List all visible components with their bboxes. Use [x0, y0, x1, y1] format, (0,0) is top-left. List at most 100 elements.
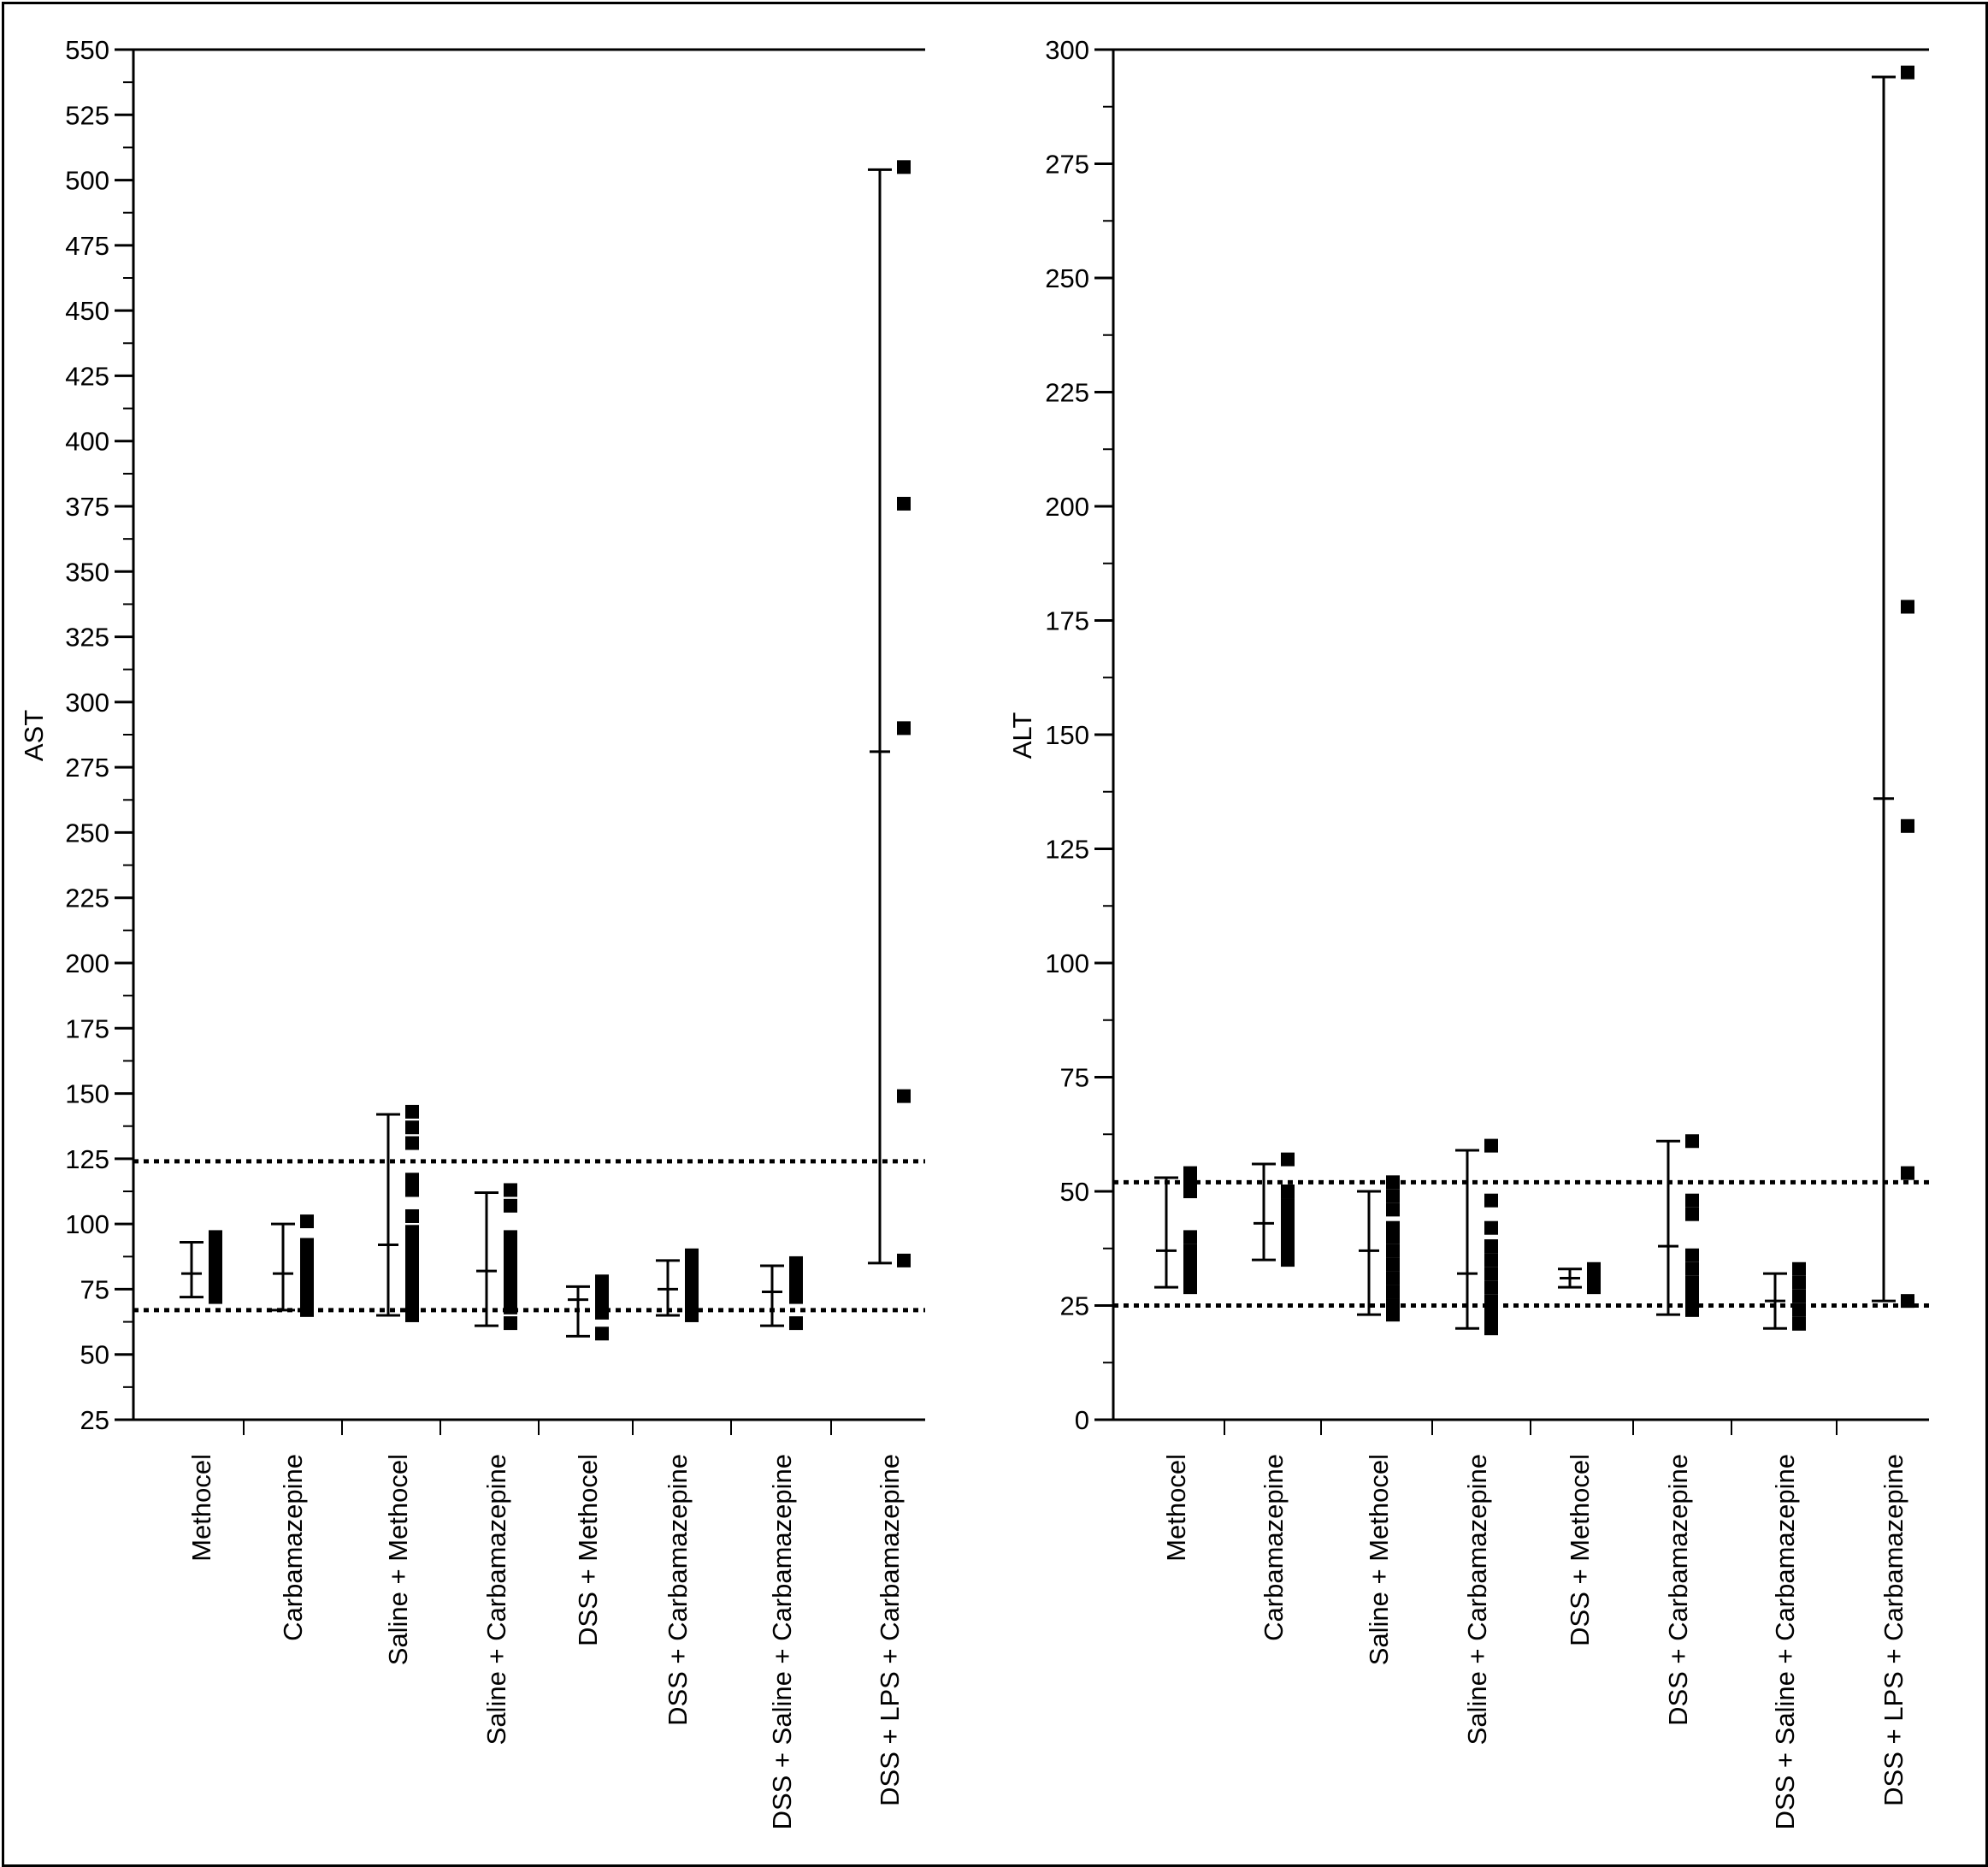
- panel-1-category-label: Carbamazepine: [278, 1454, 308, 1641]
- panel-1-data-point: [897, 1253, 911, 1267]
- panel-1-data-point: [897, 496, 911, 511]
- panel-2-group-5: [1558, 1261, 1601, 1295]
- panel-1-data-point: [595, 1305, 609, 1320]
- panel-1-group-4: [475, 1183, 517, 1331]
- panel-1-data-point: [405, 1104, 419, 1119]
- panel-2-data-point: [1386, 1189, 1400, 1203]
- panel-1-y-tick-label: 175: [65, 1013, 109, 1043]
- panel-1-data-point: [209, 1240, 222, 1255]
- panel-1-category-label: DSS + Carbamazepine: [663, 1454, 693, 1726]
- panel-1-data-point: [504, 1316, 517, 1331]
- panel-2-data-point: [1901, 1294, 1914, 1309]
- panel-2-data-point: [1183, 1230, 1197, 1244]
- panel-2-data-point: [1484, 1267, 1498, 1281]
- panel-1-data-point: [504, 1248, 517, 1262]
- panel-1-data-point: [504, 1183, 517, 1197]
- panel-1-data-point: [405, 1269, 419, 1284]
- panel-2-data-point: [1685, 1275, 1699, 1290]
- panel-1-data-point: [789, 1316, 803, 1331]
- panel-1-category-label: Methocel: [186, 1454, 216, 1562]
- panel-1-y-tick-label: 300: [65, 688, 109, 718]
- panel-1-data-point: [789, 1269, 803, 1284]
- panel-2-group-1: [1154, 1166, 1197, 1295]
- panel-2-category-label: Methocel: [1161, 1454, 1191, 1562]
- panel-2-y-tick-label: 0: [1075, 1405, 1089, 1435]
- panel-2-category-label: DSS + Carbamazepine: [1663, 1454, 1693, 1726]
- panel-1-group-8: [868, 160, 911, 1267]
- panel-2-data-point: [1685, 1207, 1699, 1221]
- panel-1-y-tick-label: 150: [65, 1079, 109, 1109]
- panel-2-group-8: [1872, 65, 1914, 1309]
- panel-2-data-point: [1685, 1193, 1699, 1208]
- panel-1-data-point: [209, 1230, 222, 1244]
- panel-2-data-point: [1685, 1248, 1699, 1262]
- panel-1-data-point: [504, 1269, 517, 1284]
- panel-2-group-4: [1455, 1138, 1498, 1336]
- panel-1-data-point: [685, 1248, 699, 1262]
- panel-2-data-point: [1484, 1253, 1498, 1267]
- panel-2-y-tick-label: 150: [1045, 720, 1089, 750]
- panel-2-data-point: [1484, 1193, 1498, 1208]
- panel-2-data-point: [1484, 1294, 1498, 1309]
- panel-2-data-point: [1685, 1261, 1699, 1276]
- panel-1-y-tick-label: 250: [65, 818, 109, 848]
- panel-1-data-point: [300, 1214, 314, 1229]
- panel-1-data-point: [595, 1295, 609, 1309]
- panel-1-y-tick-label: 450: [65, 296, 109, 326]
- panel-1-data-point: [300, 1238, 314, 1252]
- panel-2-data-point: [1484, 1138, 1498, 1153]
- panel-1-data-point: [504, 1279, 517, 1294]
- panel-1-data-point: [209, 1290, 222, 1304]
- panel-1-y-tick-label: 50: [80, 1340, 109, 1370]
- panel-1-data-point: [789, 1279, 803, 1294]
- panel-1-data-point: [405, 1282, 419, 1297]
- panel-1-y-tick-label: 525: [65, 100, 109, 130]
- panel-2-y-tick-label: 75: [1060, 1063, 1089, 1093]
- panel-1-data-point: [405, 1300, 419, 1315]
- panel-1-data-point: [595, 1274, 609, 1289]
- panel-2-group-2: [1252, 1152, 1295, 1267]
- panel-2-group-6: [1656, 1134, 1699, 1317]
- panel-1-category-label: Saline + Methocel: [383, 1454, 413, 1665]
- panel-1-group-5: [566, 1274, 609, 1341]
- panel-2-category-label: DSS + Methocel: [1565, 1454, 1595, 1646]
- panel-1-group-2: [271, 1214, 314, 1317]
- panel-2-data-point: [1281, 1152, 1295, 1167]
- panel-2-data-point: [1792, 1303, 1806, 1317]
- panel-2-category-label: DSS + LPS + Carbamazepine: [1879, 1454, 1908, 1806]
- panel-2-data-point: [1901, 1166, 1914, 1180]
- panel-1-y-tick-label: 125: [65, 1144, 109, 1174]
- panel-1-group-6: [656, 1248, 699, 1322]
- panel-2-data-point: [1901, 65, 1914, 80]
- panel-1-y-tick-label: 225: [65, 883, 109, 913]
- panel-1-data-point: [595, 1285, 609, 1299]
- panel-1-data-point: [405, 1225, 419, 1239]
- panel-2-y-tick-label: 225: [1045, 378, 1089, 408]
- panel-1-y-tick-label: 550: [65, 35, 109, 65]
- panel-2-category-label: Carbamazepine: [1259, 1454, 1289, 1641]
- panel-2-y-tick-label: 200: [1045, 492, 1089, 522]
- panel-1-data-point: [405, 1235, 419, 1250]
- panel-2-data-point: [1281, 1198, 1295, 1213]
- panel-2-y-tick-label: 275: [1045, 150, 1089, 180]
- panel-1-category-label: DSS + LPS + Carbamazepine: [875, 1454, 905, 1806]
- panel-2-data-point: [1792, 1289, 1806, 1303]
- panel-1-data-point: [504, 1198, 517, 1213]
- panel-1-category-label: DSS + Methocel: [573, 1454, 603, 1646]
- panel-1-group-7: [760, 1255, 803, 1331]
- panel-2-data-point: [1484, 1239, 1498, 1254]
- panel-2-data-point: [1484, 1220, 1498, 1235]
- panel-1-data-point: [209, 1258, 222, 1273]
- panel-2-y-tick-label: 175: [1045, 606, 1089, 636]
- panel-2-group-7: [1763, 1261, 1806, 1331]
- panel-2-category-label: Saline + Carbamazepine: [1462, 1454, 1492, 1745]
- panel-2-group-3: [1357, 1175, 1400, 1322]
- panel-1-data-point: [405, 1183, 419, 1197]
- panel-1-data-point: [595, 1326, 609, 1341]
- panel-1-data-point: [897, 1089, 911, 1103]
- panel-1-y-tick-label: 500: [65, 166, 109, 196]
- panel-2-data-point: [1792, 1316, 1806, 1331]
- panel-1-y-tick-label: 350: [65, 557, 109, 587]
- panel-2-data-point: [1386, 1202, 1400, 1217]
